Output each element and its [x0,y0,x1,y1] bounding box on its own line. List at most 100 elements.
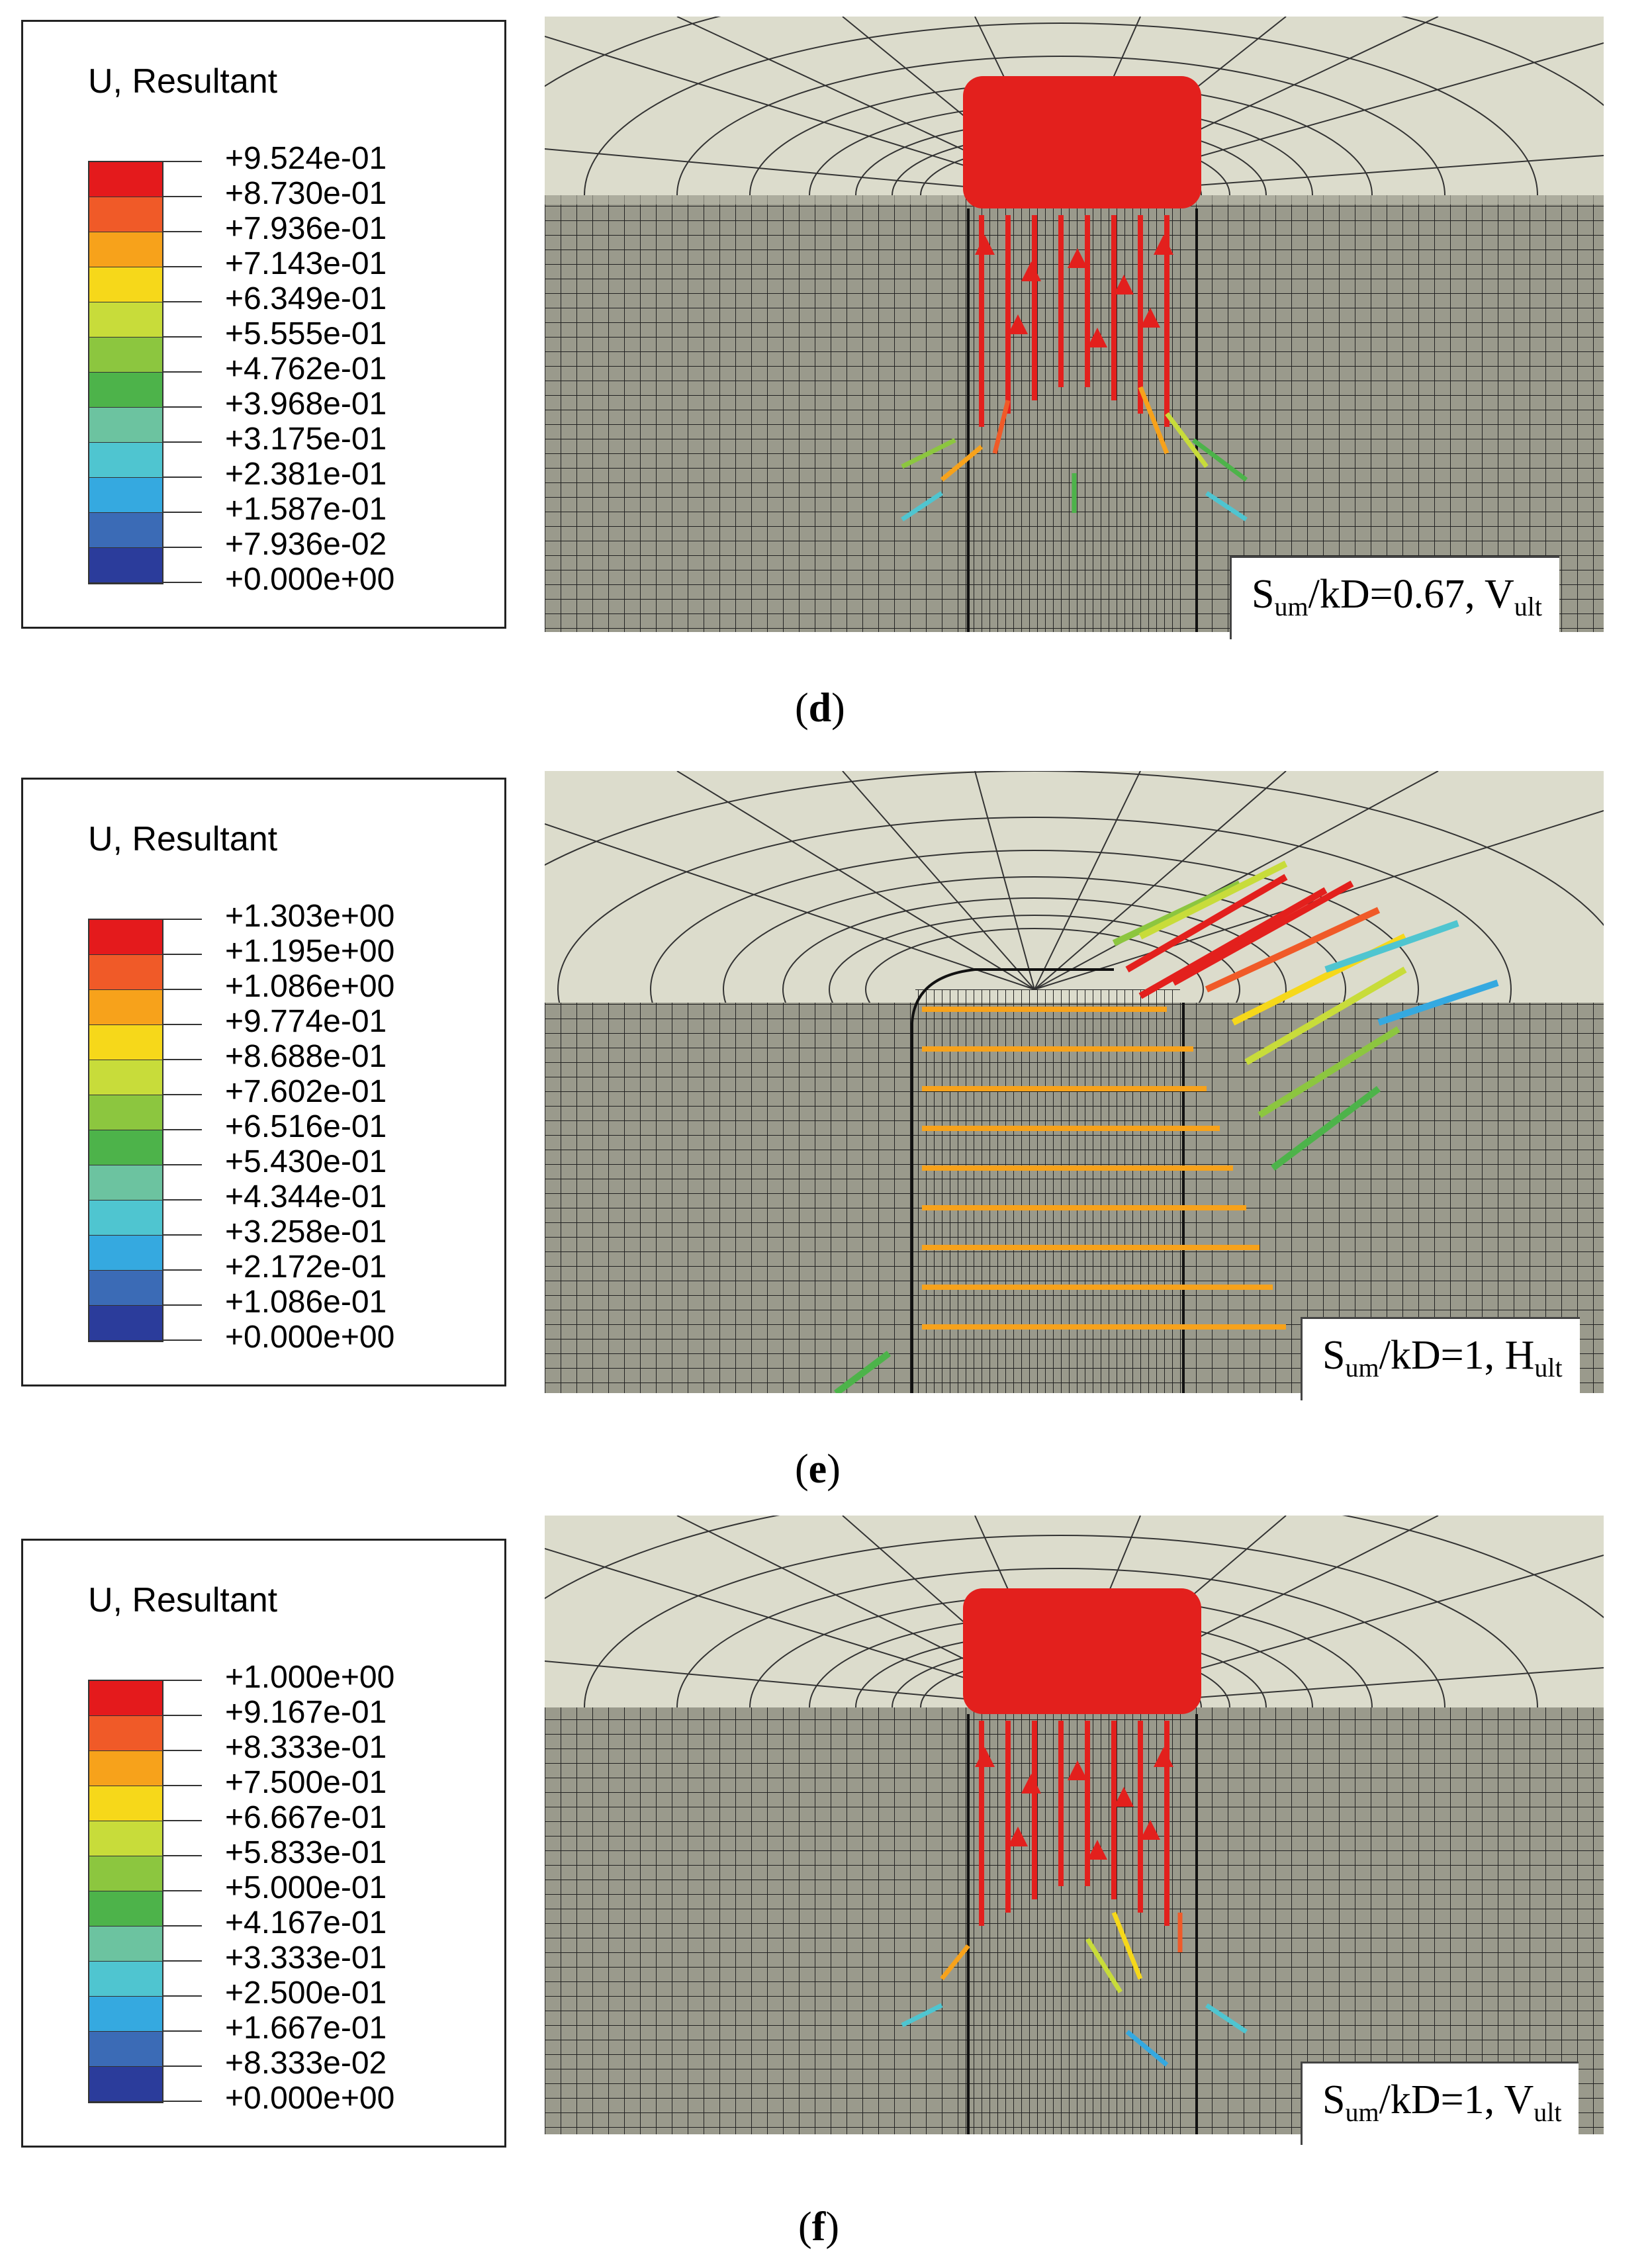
legend-tick [162,512,202,513]
legend-box: U, Resultant +1.303e+00 +1.195e+00 +1.08… [21,778,506,1386]
color-legend-bar [88,1680,163,2103]
legend-value: +0.000e+00 [225,1320,395,1355]
legend-value: +3.258e-01 [225,1214,387,1249]
legend-value: +1.086e+00 [225,969,395,1004]
legend-title: U, Resultant [88,62,278,101]
legend-band [89,373,162,408]
legend-tick [162,1750,202,1751]
legend-band [89,1165,162,1201]
legend-band [89,548,162,583]
legend-band [89,1095,162,1130]
legend-tick [162,476,202,478]
simulation-image [545,771,1604,1393]
legend-band [89,302,162,338]
legend-band [89,1856,162,1891]
legend-value: +1.000e+00 [225,1660,395,1695]
legend-tick [162,1199,202,1201]
legend-box: U, Resultant +1.000e+00 +9.167e-01 +8.33… [21,1539,506,2148]
legend-value: +7.936e-01 [225,211,387,246]
load-case-caption: Sum/kD=1, Hult [1301,1317,1580,1400]
legend-band [89,1271,162,1306]
legend-band [89,267,162,302]
legend-tick [162,301,202,302]
legend-band [89,2032,162,2067]
legend-band [89,955,162,990]
legend-band [89,1060,162,1095]
legend-band [89,162,162,197]
legend-tick [162,1995,202,1997]
legend-value: +5.555e-01 [225,316,387,351]
legend-band [89,920,162,955]
legend-tick [162,1925,202,1927]
legend-value: +4.762e-01 [225,351,387,386]
legend-band [89,1716,162,1751]
legend-value: +5.833e-01 [225,1835,387,1870]
simulation-image [545,17,1604,632]
legend-tick [162,1855,202,1856]
legend-tick [162,2101,202,2102]
legend-tick [162,954,202,955]
legend-box: U, Resultant +9.524e-01 +8.730e-01 +7.93… [21,20,506,629]
legend-tick [162,161,202,162]
panel-e: U, Resultant +1.303e+00 +1.195e+00 +1.08… [0,754,1650,1509]
legend-band [89,478,162,513]
legend-tick [162,1269,202,1271]
legend-tick [162,1164,202,1165]
panel-label: (f) [798,2204,839,2249]
legend-band [89,1201,162,1236]
legend-value: +9.774e-01 [225,1004,387,1039]
legend-value: +2.172e-01 [225,1249,387,1285]
panel-label: (e) [795,1447,841,1492]
legend-tick [162,1715,202,1716]
legend-band [89,1681,162,1716]
legend-value: +5.430e-01 [225,1144,387,1179]
mesh-plot [545,17,1604,632]
legend-value: +7.500e-01 [225,1765,387,1800]
legend-tick [162,989,202,990]
legend-title: U, Resultant [88,1581,278,1619]
simulation-image [545,1516,1604,2134]
legend-tick [162,1059,202,1060]
legend-band [89,1927,162,1962]
legend-tick [162,406,202,408]
legend-tick [162,1785,202,1786]
legend-value: +5.000e-01 [225,1870,387,1905]
legend-tick [162,1820,202,1821]
legend-value: +9.167e-01 [225,1695,387,1730]
legend-tick [162,336,202,338]
load-case-caption: Sum/kD=0.67, Vult [1230,556,1559,639]
mesh-plot [545,1516,1604,2134]
legend-value: +8.333e-01 [225,1730,387,1765]
legend-tick [162,2030,202,2032]
legend-band [89,1306,162,1341]
legend-value: +6.667e-01 [225,1800,387,1835]
panel-label: (d) [795,686,845,731]
legend-band [89,1891,162,1927]
legend-title: U, Resultant [88,820,278,858]
legend-tick [162,266,202,267]
legend-value: +8.688e-01 [225,1039,387,1074]
legend-value: +7.602e-01 [225,1074,387,1109]
legend-value: +7.936e-02 [225,527,387,562]
legend-value: +9.524e-01 [225,141,387,176]
legend-value: +1.086e-01 [225,1285,387,1320]
load-case-caption: Sum/kD=1, Vult [1301,2062,1579,2145]
legend-band [89,443,162,478]
legend-band [89,1821,162,1856]
mesh-plot [545,771,1604,1393]
legend-value: +1.587e-01 [225,492,387,527]
legend-tick [162,547,202,548]
legend-tick [162,1339,202,1341]
legend-band [89,2067,162,2102]
legend-tick [162,1129,202,1130]
color-legend-bar [88,919,163,1342]
legend-band [89,1130,162,1165]
legend-band [89,1786,162,1821]
legend-tick [162,231,202,232]
legend-value: +4.167e-01 [225,1905,387,1940]
legend-value: +1.195e+00 [225,934,395,969]
legend-tick [162,1890,202,1891]
legend-band [89,1962,162,1997]
legend-tick [162,441,202,443]
legend-tick [162,1960,202,1962]
